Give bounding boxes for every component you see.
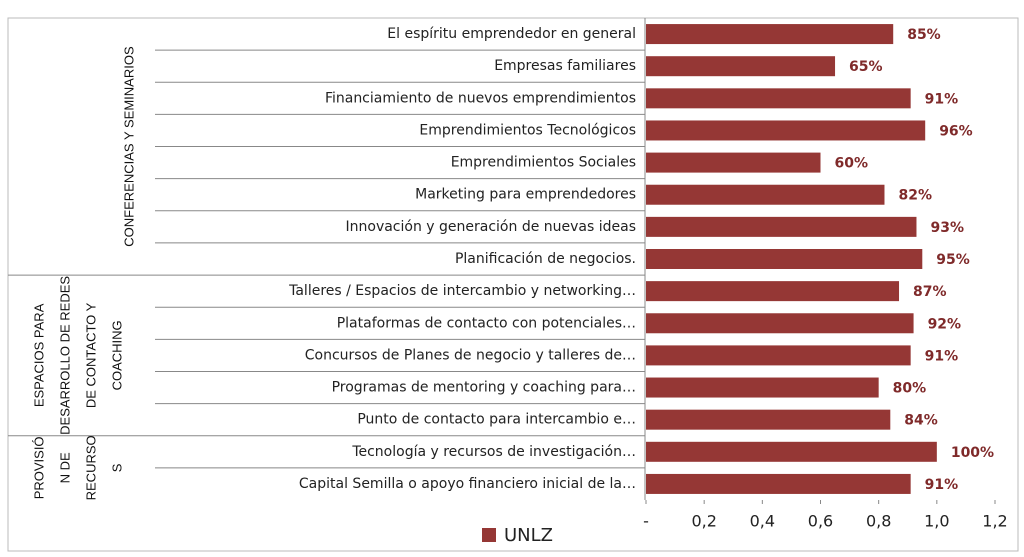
category-label: Programas de mentoring y coaching para… (332, 380, 636, 396)
bar (646, 24, 894, 45)
category-label: Planificación de negocios. (455, 251, 636, 267)
chart-frame (7, 17, 1019, 552)
value-label: 100% (951, 445, 994, 461)
bar (646, 409, 891, 430)
value-label: 96% (939, 123, 973, 139)
group-label: CONFERENCIAS Y SEMINARIOS (121, 46, 136, 247)
value-label: 91% (925, 477, 959, 493)
bar (646, 56, 836, 77)
value-label: 91% (925, 91, 959, 107)
value-label: 91% (925, 348, 959, 364)
group-label: S (109, 463, 124, 472)
x-tick-label: - (643, 512, 649, 531)
category-label: Emprendimientos Sociales (451, 155, 636, 171)
bar (646, 88, 911, 109)
bar (646, 281, 900, 302)
value-label: 84% (904, 413, 938, 429)
value-label: 93% (930, 220, 964, 236)
category-label: Empresas familiares (494, 58, 636, 74)
bar (646, 120, 926, 141)
x-tick-label: 0,8 (866, 512, 891, 531)
group-label: PROVISIÓ (31, 436, 46, 499)
legend-swatch (482, 528, 496, 542)
bar (646, 313, 914, 334)
category-label: Marketing para emprendedores (415, 187, 636, 203)
value-label: 92% (928, 316, 962, 332)
category-label: Emprendimientos Tecnológicos (419, 122, 636, 138)
bar (646, 473, 911, 494)
bar (646, 216, 917, 237)
group-label: N DE (57, 452, 72, 483)
category-label: Capital Semilla o apoyo financiero inici… (299, 476, 636, 492)
legend-label: UNLZ (504, 525, 553, 546)
bar (646, 249, 923, 269)
bar (646, 345, 911, 366)
value-label: 85% (907, 27, 941, 43)
value-label: 65% (849, 59, 883, 75)
category-label: El espíritu emprendedor en general (387, 26, 636, 42)
value-label: 82% (898, 188, 932, 204)
bar (646, 152, 821, 173)
category-label: Tecnología y recursos de investigación… (351, 444, 636, 460)
category-label: Innovación y generación de nuevas ideas (346, 219, 637, 235)
category-label: Financiamiento de nuevos emprendimientos (325, 90, 636, 106)
x-tick-label: 0,4 (750, 512, 775, 531)
group-label: ESPACIOS PARA (31, 303, 46, 407)
category-label: Punto de contacto para intercambio e… (357, 412, 636, 428)
group-label: DE CONTACTO Y (83, 302, 98, 408)
x-tick-label: 1,0 (924, 512, 949, 531)
value-label: 87% (913, 284, 947, 300)
category-label: Plataformas de contacto con potenciales… (337, 315, 636, 331)
category-label: Talleres / Espacios de intercambio y net… (288, 283, 636, 299)
bar (646, 377, 879, 398)
x-tick-label: 1,2 (982, 512, 1007, 531)
group-label: DESARROLLO DE REDES (57, 276, 72, 435)
value-label: 95% (936, 252, 970, 268)
x-tick-label: 0,6 (808, 512, 833, 531)
bar (646, 441, 937, 462)
group-label: RECURSO (83, 435, 98, 500)
x-tick-label: 0,2 (691, 512, 716, 531)
value-label: 60% (835, 156, 869, 172)
bar (646, 184, 885, 205)
category-label: Concursos de Planes de negocio y tallere… (305, 347, 636, 363)
value-label: 80% (893, 381, 927, 397)
group-label: COACHING (109, 320, 124, 390)
